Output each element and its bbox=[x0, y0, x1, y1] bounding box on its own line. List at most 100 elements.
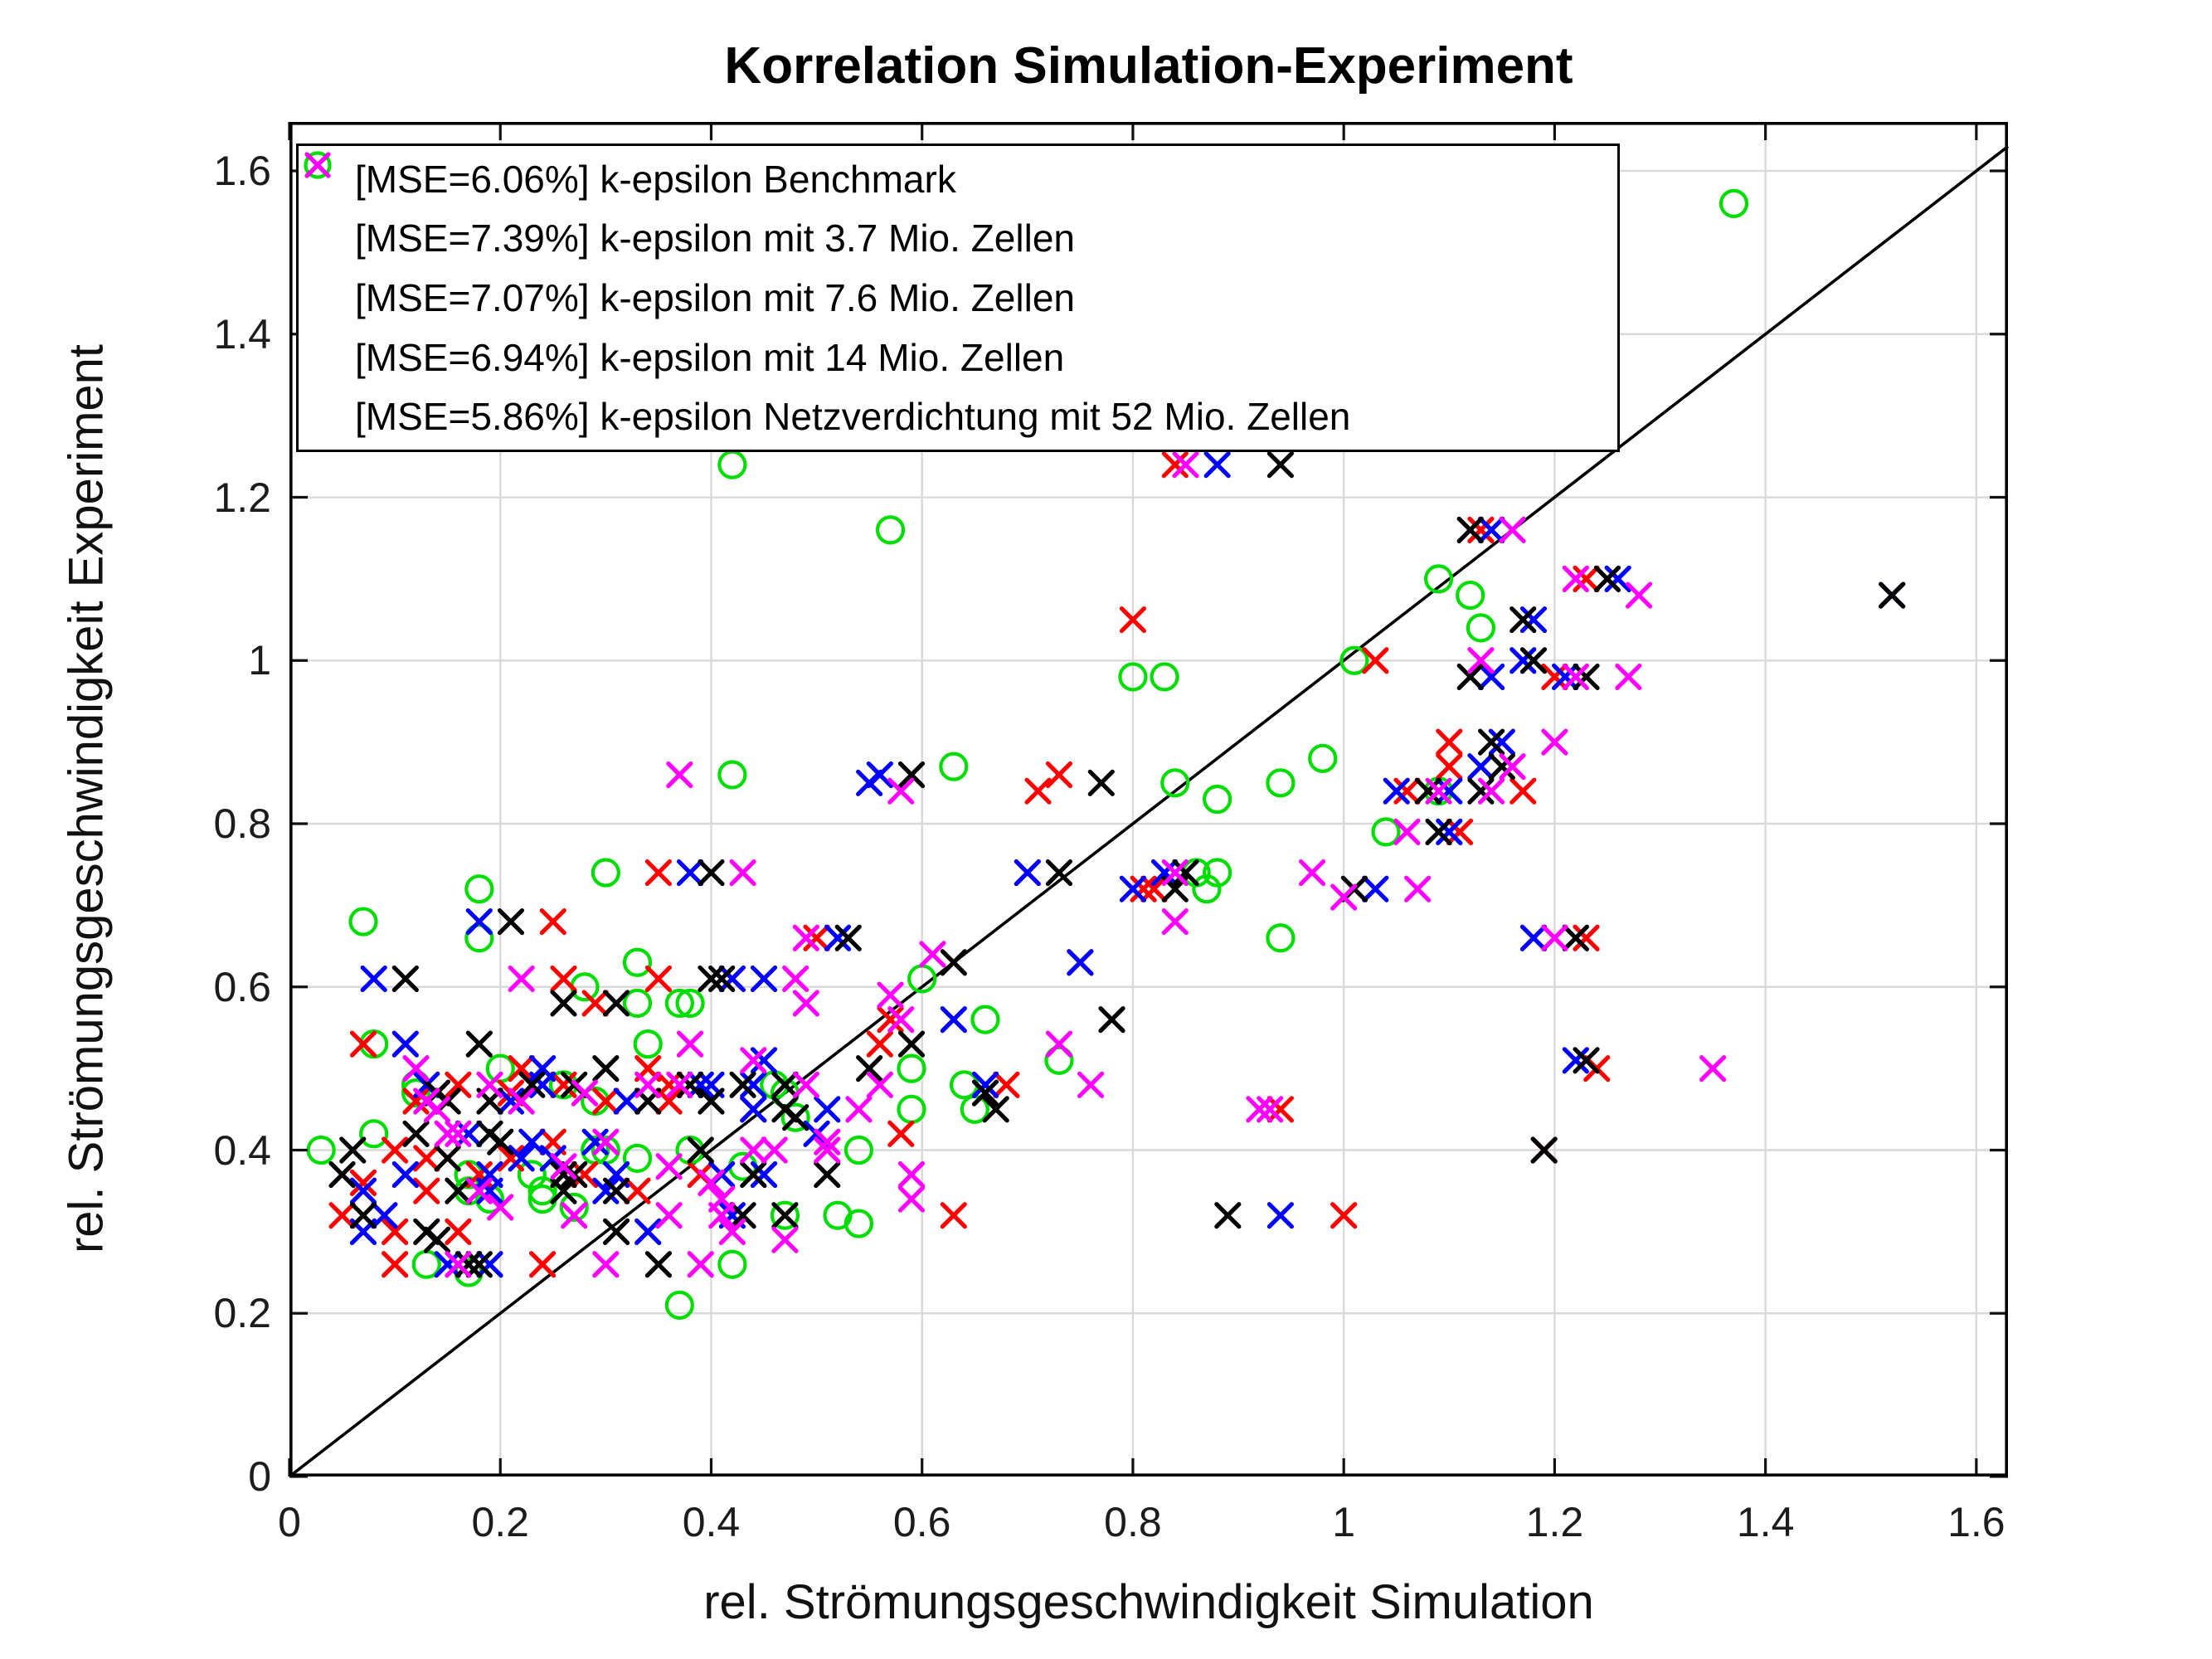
data-point-x-series-3 bbox=[550, 990, 577, 1017]
data-point-x-series-4 bbox=[445, 1251, 472, 1278]
data-point-x-series-3 bbox=[698, 965, 725, 993]
x-tick-label-1: 1 bbox=[1332, 1499, 1356, 1545]
legend-item-3: [MSE=6.94%] k-epsilon mit 14 Mio. Zellen bbox=[304, 152, 1617, 385]
data-point-x-series-4 bbox=[687, 1251, 714, 1278]
data-point-x-series-1 bbox=[382, 1251, 409, 1278]
data-point-x-series-3 bbox=[487, 1128, 514, 1155]
data-point-x-series-4 bbox=[1172, 451, 1199, 479]
data-point-x-series-4 bbox=[792, 1071, 819, 1098]
data-point-x-series-4 bbox=[1077, 1071, 1105, 1098]
data-point-circle-series-0 bbox=[960, 1094, 989, 1124]
x-tick-label-0.2: 0.2 bbox=[471, 1499, 529, 1545]
data-point-x-series-4 bbox=[792, 924, 819, 951]
data-point-x-series-4 bbox=[771, 1226, 799, 1253]
data-point-x-series-1 bbox=[1436, 728, 1463, 756]
data-point-x-series-1 bbox=[402, 1087, 430, 1115]
data-point-x-series-1 bbox=[1510, 777, 1537, 805]
data-point-x-series-4 bbox=[1425, 777, 1452, 805]
data-point-x-series-3 bbox=[1087, 769, 1115, 796]
data-point-x-series-3 bbox=[856, 1055, 883, 1082]
data-point-x-series-1 bbox=[571, 1160, 599, 1189]
data-point-x-series-3 bbox=[897, 761, 926, 789]
data-point-circle-series-0 bbox=[875, 515, 906, 545]
data-point-x-series-4 bbox=[740, 1136, 767, 1164]
data-point-x-series-2 bbox=[465, 907, 493, 936]
legend-label: [MSE=5.86%] k-epsilon Netzverdichtung mi… bbox=[355, 395, 1351, 439]
data-point-circle-series-0 bbox=[1339, 645, 1369, 675]
data-point-circle-series-0 bbox=[1160, 768, 1190, 798]
data-point-x-series-4 bbox=[919, 941, 946, 968]
data-point-x-series-4 bbox=[1246, 1096, 1273, 1123]
data-point-x-series-3 bbox=[698, 1087, 725, 1115]
data-point-x-series-3 bbox=[1478, 728, 1505, 756]
data-point-x-series-2 bbox=[971, 1071, 999, 1098]
data-point-x-series-3 bbox=[687, 1136, 714, 1164]
y-tick-label-0.4: 0.4 bbox=[213, 1126, 271, 1174]
data-point-x-series-4 bbox=[1499, 753, 1526, 781]
data-point-x-series-4 bbox=[1541, 924, 1568, 951]
data-point-x-series-1 bbox=[349, 1030, 377, 1058]
y-tick-label-1.2: 1.2 bbox=[213, 474, 271, 521]
data-point-x-series-3 bbox=[1530, 1136, 1558, 1164]
data-point-x-series-3 bbox=[1045, 859, 1073, 887]
data-point-x-series-4 bbox=[845, 1096, 873, 1123]
legend-item-4: [MSE=5.86%] k-epsilon Netzverdichtung mi… bbox=[304, 152, 1617, 444]
data-point-circle-series-0 bbox=[1203, 858, 1232, 888]
data-point-x-series-2 bbox=[1552, 663, 1579, 691]
data-point-circle-series-0 bbox=[843, 1209, 874, 1238]
data-point-x-series-2 bbox=[824, 924, 852, 951]
data-point-x-series-4 bbox=[708, 1202, 736, 1229]
data-point-x-series-2 bbox=[1519, 606, 1548, 634]
legend-label: [MSE=6.94%] k-epsilon mit 14 Mio. Zellen bbox=[355, 335, 1065, 379]
legend-label: [MSE=7.07%] k-epsilon mit 7.6 Mio. Zelle… bbox=[355, 275, 1075, 319]
data-point-x-series-4 bbox=[1541, 728, 1568, 756]
data-point-x-series-3 bbox=[592, 1055, 620, 1082]
identity-line bbox=[288, 145, 2010, 1478]
data-point-circle-series-0 bbox=[1456, 580, 1485, 611]
data-point-circle-series-0 bbox=[464, 923, 494, 953]
data-point-x-series-2 bbox=[1067, 949, 1094, 976]
data-point-x-series-1 bbox=[1119, 606, 1147, 634]
data-point-x-series-2 bbox=[371, 1202, 398, 1229]
data-point-x-series-4 bbox=[1257, 1096, 1284, 1123]
data-point-x-series-3 bbox=[814, 1160, 841, 1189]
x-tick-label-0.6: 0.6 bbox=[892, 1499, 951, 1545]
data-point-x-series-3 bbox=[1573, 663, 1600, 691]
data-point-x-series-2 bbox=[508, 1145, 535, 1172]
data-point-circle-series-0 bbox=[464, 874, 494, 904]
data-point-x-series-3 bbox=[729, 1071, 756, 1098]
data-point-x-series-4 bbox=[666, 761, 693, 789]
data-point-x-series-3 bbox=[1456, 663, 1484, 691]
data-point-x-series-3 bbox=[602, 1218, 630, 1245]
data-point-x-series-4 bbox=[634, 1071, 662, 1098]
data-point-x-series-4 bbox=[887, 777, 915, 805]
y-tick-label-1.4: 1.4 bbox=[213, 310, 271, 358]
data-point-x-series-1 bbox=[993, 1071, 1020, 1098]
data-point-x-series-1 bbox=[581, 990, 609, 1017]
x-tick-label-1.4: 1.4 bbox=[1736, 1499, 1795, 1545]
data-point-x-series-2 bbox=[1510, 647, 1537, 674]
data-point-x-series-4 bbox=[402, 1055, 430, 1082]
data-point-x-series-1 bbox=[413, 1177, 440, 1204]
data-point-x-series-2 bbox=[814, 1096, 841, 1123]
data-point-x-series-2 bbox=[455, 1120, 483, 1147]
data-point-x-series-4 bbox=[1562, 565, 1589, 592]
data-point-x-series-3 bbox=[550, 1177, 577, 1204]
data-point-x-series-3 bbox=[676, 1071, 704, 1098]
data-point-circle-series-0 bbox=[664, 1290, 694, 1321]
data-point-x-series-1 bbox=[1362, 647, 1389, 674]
data-point-x-series-1 bbox=[1467, 516, 1495, 543]
data-point-circle-series-0 bbox=[306, 1135, 336, 1165]
data-point-x-series-1 bbox=[445, 1218, 472, 1245]
legend-item-1: [MSE=7.39%] k-epsilon mit 3.7 Mio. Zelle… bbox=[304, 152, 1617, 265]
data-point-x-series-4 bbox=[814, 1136, 841, 1164]
data-point-circle-series-0 bbox=[1266, 923, 1296, 953]
data-point-x-series-1 bbox=[382, 1136, 409, 1164]
data-point-x-series-3 bbox=[1573, 1047, 1600, 1074]
data-point-x-series-1 bbox=[655, 1087, 683, 1115]
y-tick-label-1: 1 bbox=[248, 637, 271, 684]
y-tick-label-0.8: 0.8 bbox=[213, 800, 271, 847]
data-point-x-series-1 bbox=[1436, 753, 1463, 781]
data-point-x-series-2 bbox=[940, 1006, 967, 1034]
